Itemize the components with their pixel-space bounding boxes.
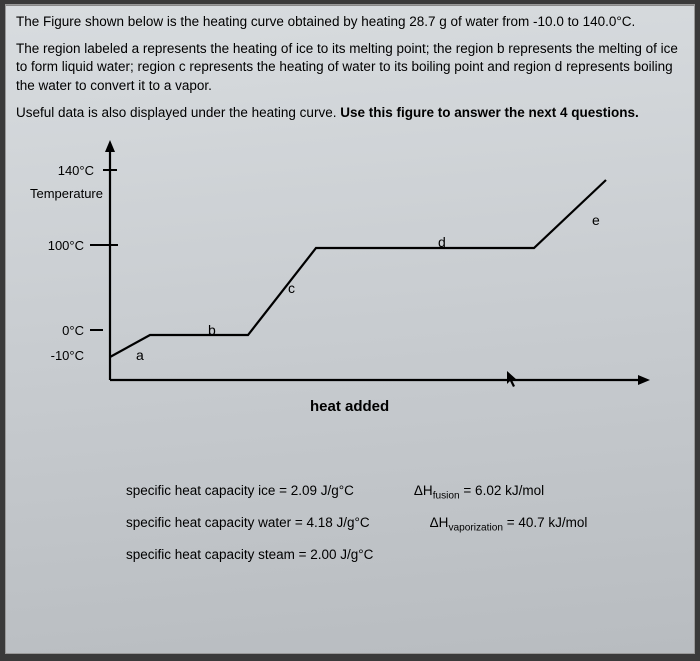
heating-curve-chart: 140°C Temperature 100°C 0°C -10°C a b c …: [30, 140, 670, 450]
data-row-2: specific heat capacity water = 4.18 J/g°…: [126, 508, 684, 540]
segment-e: e: [592, 212, 600, 228]
paragraph-2: Useful data is also displayed under the …: [16, 104, 684, 122]
question-text-block: The Figure shown below is the heating cu…: [16, 13, 684, 122]
tick-140: 140°C: [34, 163, 94, 178]
tick-neg10: -10°C: [24, 348, 84, 363]
x-axis-label: heat added: [310, 398, 389, 415]
data-row-3: specific heat capacity steam = 2.00 J/g°…: [126, 540, 684, 570]
y-axis-label: Temperature: [30, 186, 103, 201]
heat-capacity-steam: specific heat capacity steam = 2.00 J/g°…: [126, 540, 373, 570]
tick-0: 0°C: [24, 323, 84, 338]
question-page: The Figure shown below is the heating cu…: [5, 4, 695, 654]
paragraph-1: The region labeled a represents the heat…: [16, 40, 684, 95]
segment-a: a: [136, 347, 144, 363]
top-divider: [6, 5, 694, 7]
intro-text: The Figure shown below is the heating cu…: [16, 13, 684, 31]
data-row-1: specific heat capacity ice = 2.09 J/g°C …: [126, 476, 684, 508]
heat-capacity-ice: specific heat capacity ice = 2.09 J/g°C: [126, 476, 354, 508]
delta-h-fusion: ΔHfusion = 6.02 kJ/mol: [414, 476, 544, 508]
delta-h-vaporization: ΔHvaporization = 40.7 kJ/mol: [430, 508, 588, 540]
segment-c: c: [288, 280, 295, 296]
para2-bold: Use this figure to answer the next 4 que…: [340, 105, 639, 120]
segment-b: b: [208, 322, 216, 338]
chart-svg: [30, 140, 670, 420]
segment-d: d: [438, 234, 446, 250]
heat-capacity-water: specific heat capacity water = 4.18 J/g°…: [126, 508, 370, 540]
data-values: specific heat capacity ice = 2.09 J/g°C …: [126, 476, 684, 570]
tick-100: 100°C: [24, 238, 84, 253]
para2-prefix: Useful data is also displayed under the …: [16, 105, 340, 120]
